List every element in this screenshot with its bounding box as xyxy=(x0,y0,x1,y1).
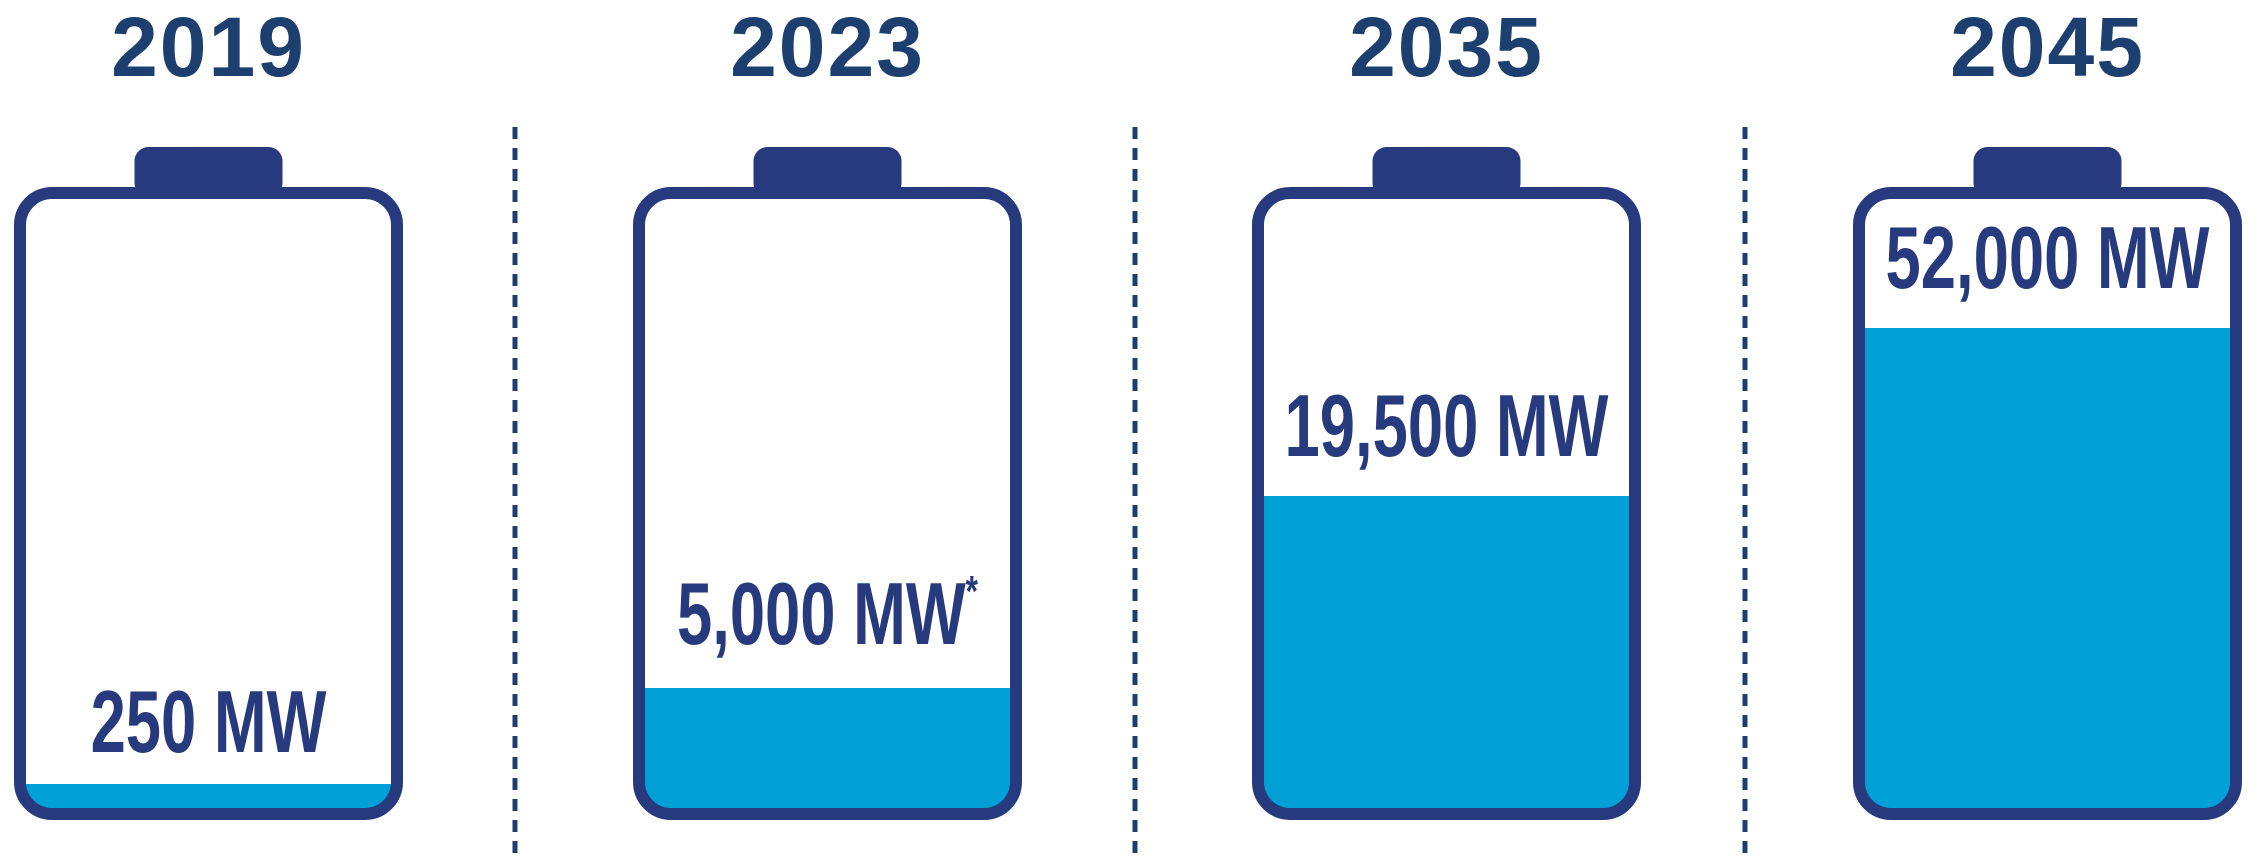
footnote-mark: * xyxy=(966,567,978,616)
year: 2023 xyxy=(730,0,925,94)
dividers xyxy=(512,127,1748,857)
label-group: 19,500 MW xyxy=(1285,378,1609,476)
capacity-label: 5,000 MW* xyxy=(677,566,978,664)
capacity-label: 250 MW xyxy=(91,674,327,772)
battery-body xyxy=(20,193,397,814)
battery-cap xyxy=(753,147,902,197)
battery-fill xyxy=(639,688,1016,814)
battery-outline xyxy=(14,187,403,820)
year: 2035 xyxy=(1349,0,1544,94)
battery-outline xyxy=(1853,187,2242,820)
label-group: 250 MW xyxy=(91,674,327,772)
battery-group: 2035 19,500 MW xyxy=(1252,0,1641,820)
battery-cap xyxy=(134,147,283,197)
capacity-value: 250 MW xyxy=(91,674,327,772)
year: 2019 xyxy=(111,0,306,94)
battery-cap xyxy=(1973,147,2122,197)
year: 2045 xyxy=(1950,0,2145,94)
battery-group: 2045 52,000 MW xyxy=(1853,0,2242,820)
battery-body xyxy=(639,193,1016,814)
battery-outline xyxy=(1252,187,1641,820)
battery-fill xyxy=(1258,496,1635,814)
battery-group: 2019 250 MW xyxy=(14,0,403,820)
battery-outline xyxy=(633,187,1022,820)
battery-group: 2023 5,000 MW* xyxy=(633,0,1022,820)
capacity-label: 52,000 MW xyxy=(1886,210,2210,308)
battery-cap xyxy=(1372,147,1521,197)
capacity-label: 19,500 MW xyxy=(1285,378,1609,476)
capacity-value: 19,500 MW xyxy=(1285,378,1609,476)
label-group: 5,000 MW* xyxy=(677,566,978,664)
capacity-value: 5,000 MW xyxy=(677,566,966,664)
label-group: 52,000 MW xyxy=(1886,210,2210,308)
capacity-value: 52,000 MW xyxy=(1886,210,2210,308)
battery-fill xyxy=(1859,328,2236,814)
